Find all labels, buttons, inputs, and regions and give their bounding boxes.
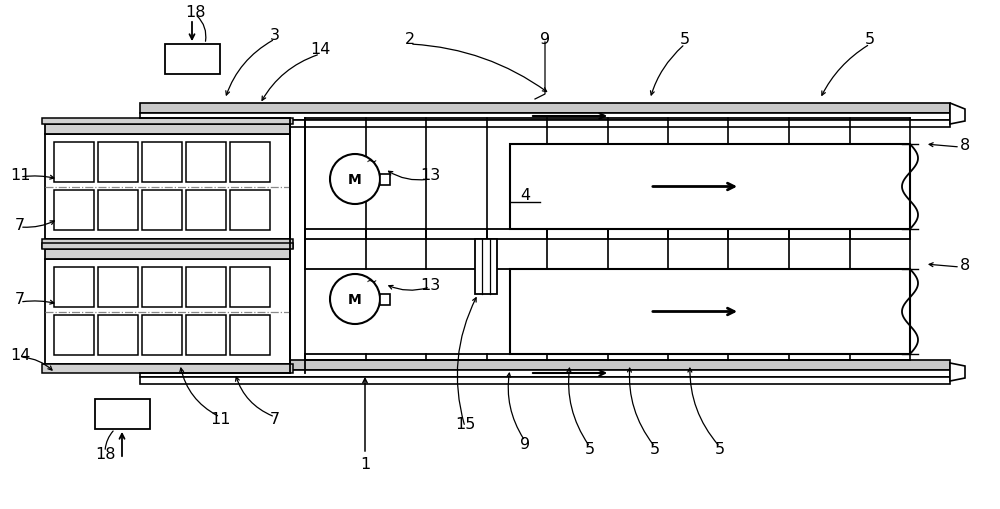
Bar <box>54 316 94 355</box>
Bar <box>230 316 270 355</box>
Bar <box>98 316 138 355</box>
Text: 18: 18 <box>95 446 115 462</box>
Text: 14: 14 <box>310 42 330 58</box>
Bar <box>140 114 950 121</box>
Text: 1: 1 <box>360 457 370 471</box>
Bar <box>165 45 220 75</box>
Bar <box>95 399 150 429</box>
Text: 18: 18 <box>185 5 205 19</box>
Bar <box>230 267 270 307</box>
Text: 7: 7 <box>15 217 25 232</box>
Bar <box>45 135 290 240</box>
Bar <box>140 104 950 114</box>
Polygon shape <box>950 104 965 125</box>
Bar <box>45 249 290 260</box>
Text: 5: 5 <box>865 33 875 47</box>
Bar <box>42 243 293 249</box>
Bar <box>186 143 226 183</box>
Bar <box>380 174 390 185</box>
Bar <box>140 121 950 128</box>
Circle shape <box>330 274 380 324</box>
Bar <box>475 240 497 294</box>
Bar <box>142 267 182 307</box>
Text: 8: 8 <box>960 137 970 152</box>
Bar <box>45 260 290 364</box>
Text: 13: 13 <box>420 167 440 182</box>
Bar <box>142 143 182 183</box>
Text: 3: 3 <box>270 27 280 42</box>
Text: 14: 14 <box>10 347 30 362</box>
Bar <box>54 191 94 231</box>
Bar <box>98 191 138 231</box>
Bar <box>42 364 293 373</box>
Text: ~: ~ <box>365 274 377 289</box>
Text: 11: 11 <box>10 167 30 182</box>
Text: 5: 5 <box>680 33 690 47</box>
Bar <box>45 125 290 135</box>
Bar <box>380 294 390 305</box>
Bar <box>510 145 910 230</box>
Text: 5: 5 <box>585 442 595 457</box>
Bar <box>42 119 293 125</box>
Text: ~: ~ <box>365 155 377 168</box>
Text: 5: 5 <box>650 442 660 457</box>
Text: 9: 9 <box>520 437 530 451</box>
Bar <box>186 267 226 307</box>
Bar <box>98 267 138 307</box>
Bar <box>54 143 94 183</box>
Text: 8: 8 <box>960 257 970 272</box>
Text: M: M <box>348 173 362 187</box>
Text: M: M <box>348 293 362 306</box>
Text: 4: 4 <box>520 187 530 202</box>
Bar <box>140 360 950 370</box>
Text: 11: 11 <box>210 412 230 427</box>
Bar <box>140 370 950 377</box>
Polygon shape <box>950 363 965 381</box>
Text: 13: 13 <box>420 277 440 292</box>
Bar <box>98 143 138 183</box>
Text: 9: 9 <box>540 33 550 47</box>
Bar <box>230 143 270 183</box>
Text: 7: 7 <box>270 412 280 427</box>
Text: 5: 5 <box>715 442 725 457</box>
Bar <box>54 267 94 307</box>
Bar <box>142 316 182 355</box>
Circle shape <box>330 155 380 205</box>
Bar <box>142 191 182 231</box>
Bar <box>510 269 910 354</box>
Bar <box>140 377 950 384</box>
Bar <box>186 316 226 355</box>
Bar <box>186 191 226 231</box>
Text: 2: 2 <box>405 33 415 47</box>
Text: 15: 15 <box>455 417 475 432</box>
Text: 7: 7 <box>15 292 25 307</box>
Bar <box>42 240 293 248</box>
Bar <box>230 191 270 231</box>
